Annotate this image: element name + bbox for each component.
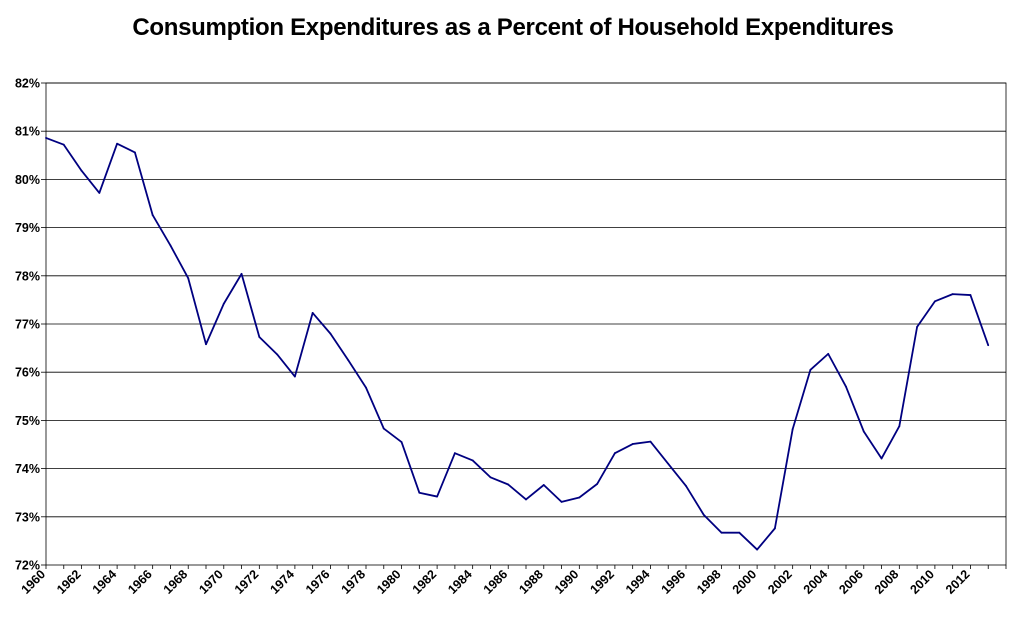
x-tick-label: 1990 — [552, 567, 582, 597]
data-point — [702, 513, 705, 516]
data-point — [951, 293, 954, 296]
x-tick-label: 2008 — [872, 567, 902, 597]
data-point — [916, 325, 919, 328]
data-point — [560, 500, 563, 503]
x-axis-tick-labels: 1960 1962 1964 1966 1968 1970 1972 1974 1976 1978… — [19, 567, 973, 597]
y-tick-label: 77% — [15, 318, 40, 332]
y-tick-label: 79% — [15, 221, 40, 235]
data-point — [613, 452, 616, 455]
x-tick-label: 1982 — [410, 567, 440, 597]
series-line — [45, 137, 990, 551]
data-point — [987, 344, 990, 347]
data-point — [151, 214, 154, 216]
x-tick-label: 1974 — [267, 567, 297, 597]
x-tick-label: 2010 — [907, 567, 937, 597]
data-point — [738, 531, 741, 534]
data-point — [133, 151, 136, 154]
data-point — [276, 353, 279, 356]
data-point — [418, 491, 421, 494]
y-tick-label: 74% — [15, 462, 40, 476]
data-point — [773, 527, 776, 530]
data-point — [258, 336, 261, 338]
x-tick-label: 1988 — [516, 567, 546, 597]
data-point — [507, 483, 510, 486]
data-point — [205, 343, 207, 346]
data-point — [453, 452, 456, 455]
data-point — [596, 483, 599, 485]
data-point — [169, 244, 172, 247]
data-point — [809, 368, 812, 371]
data-point — [80, 169, 83, 172]
data-point — [578, 496, 581, 499]
x-tick-label: 1984 — [445, 567, 475, 597]
data-point — [756, 548, 759, 551]
data-point — [542, 484, 545, 486]
x-tick-label: 1992 — [587, 567, 617, 597]
x-tick-label: 1978 — [339, 567, 369, 597]
x-tick-label: 2002 — [765, 567, 795, 597]
data-point — [293, 375, 296, 378]
x-tick-label: 1962 — [54, 567, 84, 597]
data-point — [649, 440, 652, 443]
x-tick-label: 2006 — [836, 567, 866, 597]
data-point — [436, 495, 439, 498]
data-point — [365, 386, 367, 389]
x-tick-label: 2000 — [730, 567, 760, 597]
data-point — [685, 485, 687, 487]
data-point — [347, 359, 350, 362]
data-point — [880, 457, 883, 460]
x-tick-label: 1970 — [196, 567, 226, 597]
data-point — [969, 294, 972, 296]
data-point — [240, 272, 243, 275]
data-point — [631, 443, 634, 445]
x-tick-label: 1968 — [161, 567, 191, 597]
data-point — [382, 427, 385, 430]
data-point — [187, 277, 190, 280]
data-point — [400, 441, 403, 443]
axes — [41, 82, 1007, 569]
data-point — [845, 385, 847, 388]
data-point — [898, 425, 901, 428]
series-layer — [45, 137, 990, 551]
y-tick-label: 82% — [15, 77, 40, 91]
y-tick-label: 80% — [15, 173, 40, 187]
y-tick-label: 73% — [15, 510, 40, 524]
x-tick-label: 2004 — [801, 567, 831, 597]
x-tick-label: 2012 — [943, 567, 973, 597]
data-point — [827, 352, 830, 355]
x-tick-label: 1998 — [694, 567, 724, 597]
x-tick-label: 1996 — [659, 567, 689, 597]
data-point — [489, 476, 492, 479]
y-axis-tick-labels: 72% 73% 74% 75% 76% 77% 78% 79% 80% 81% 82% — [15, 77, 40, 573]
x-tick-label: 1994 — [623, 567, 653, 597]
y-tick-label: 76% — [15, 366, 40, 380]
data-point — [62, 143, 65, 146]
y-tick-label: 78% — [15, 269, 40, 283]
data-point — [116, 142, 119, 145]
gridlines — [46, 82, 1006, 518]
data-point — [222, 302, 225, 305]
data-point — [471, 459, 474, 462]
data-point — [311, 312, 314, 314]
data-point — [862, 430, 865, 433]
data-point — [329, 332, 332, 335]
x-tick-label: 1972 — [232, 567, 262, 597]
x-tick-label: 1986 — [481, 567, 511, 597]
data-point — [98, 191, 101, 194]
data-point — [667, 462, 670, 465]
data-point — [45, 137, 47, 139]
data-point — [525, 498, 527, 501]
data-point — [791, 428, 794, 430]
y-tick-label: 75% — [15, 414, 40, 428]
x-tick-label: 1966 — [125, 567, 155, 597]
x-tick-label: 1980 — [374, 567, 404, 597]
y-tick-label: 72% — [15, 559, 40, 573]
y-tick-label: 81% — [15, 125, 40, 139]
data-point — [933, 300, 936, 303]
data-point — [720, 531, 723, 534]
chart-title: Consumption Expenditures as a Percent of… — [132, 14, 894, 41]
x-tick-label: 1976 — [303, 567, 333, 597]
x-tick-label: 1964 — [90, 567, 120, 597]
